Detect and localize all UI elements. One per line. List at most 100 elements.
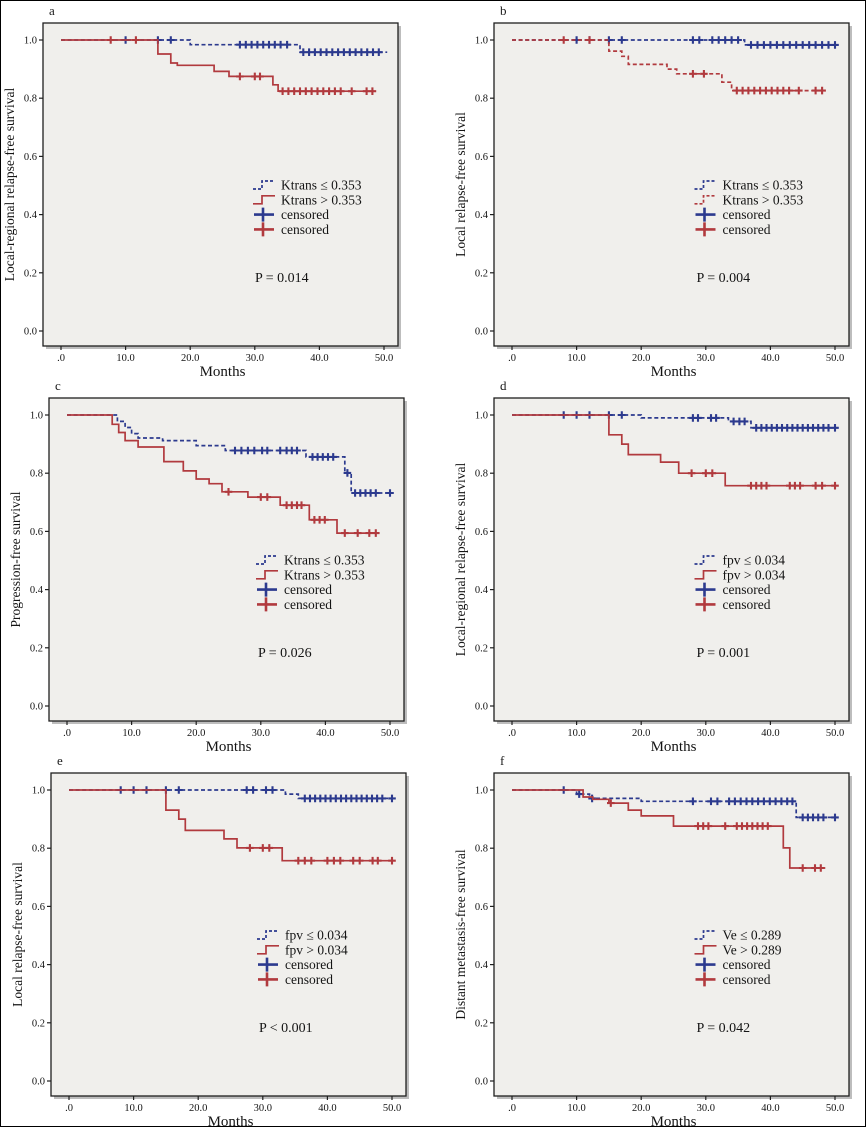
y-tick-label: 0.6 [32, 902, 45, 913]
legend-label-censored: censored [285, 957, 333, 972]
legend-label-censored: censored [284, 597, 332, 612]
y-axis-title: Local relapse-free survival [10, 862, 25, 1007]
km-chart-a: 0.0 0.2 0.4 0.6 0.8 1.0 .0 10.0 20.0 30.0 40.0 50.0… [2, 22, 401, 376]
legend-sample-line-red [253, 194, 275, 205]
y-axis-title: Local relapse-free survival [453, 112, 468, 257]
legend-label-series: Ktrans ≤ 0.353 [284, 553, 365, 568]
legend-sample-line-blue [253, 180, 275, 190]
y-tick-label: 0.6 [475, 902, 488, 913]
panel-letter-f: f [500, 753, 505, 768]
legend-sample-censored-blue [695, 207, 716, 222]
legend-sample-line-blue [256, 555, 278, 565]
y-axis-title: Local-regional relapse-free survival [453, 463, 468, 657]
legend-label-series: Ktrans > 0.353 [284, 567, 365, 582]
y-tick-label: 0.6 [475, 152, 488, 163]
legend-label-censored: censored [723, 207, 771, 222]
x-axis-title: Months [651, 1114, 697, 1126]
y-tick-label: 0.8 [32, 844, 45, 855]
legend-sample-censored-blue [258, 957, 278, 972]
legend-sample-line-blue [694, 930, 717, 940]
legend-sample-line-blue [694, 180, 717, 190]
legend-label-series: fpv ≤ 0.034 [723, 553, 786, 568]
plot-background [493, 397, 850, 722]
x-tick-label: 40.0 [318, 1103, 336, 1114]
y-tick-label: 0.2 [30, 643, 43, 654]
survival-curve-red [61, 39, 373, 93]
legend-sample-censored-blue [695, 957, 716, 972]
legend-label-censored: censored [281, 207, 329, 222]
x-tick-label: 30.0 [252, 728, 270, 739]
x-tick-label: 20.0 [187, 728, 205, 739]
y-tick-label: 1.0 [24, 36, 37, 47]
legend-sample-censored-red [695, 222, 716, 237]
p-value-label: P = 0.004 [697, 271, 751, 286]
y-tick-label: 0.2 [32, 1018, 45, 1029]
x-tick-label: 10.0 [124, 1103, 142, 1114]
legend-label-censored: censored [723, 222, 771, 237]
y-tick-label: 0.4 [32, 960, 46, 971]
legend-sample-line-red [256, 569, 278, 580]
y-axis-title: Local-regional relapse-free survival [2, 88, 17, 282]
x-tick-label: 10.0 [567, 353, 585, 364]
x-tick-label: 50.0 [826, 353, 844, 364]
x-tick-label: 40.0 [316, 728, 334, 739]
censor-marks-red [106, 36, 377, 95]
panel-b: b 0.0 0.2 0.4 0.6 0.8 1.0 .0 10.0 20.0 30.0 40.0 50… [433, 1, 865, 376]
x-tick-label: .0 [65, 1103, 73, 1114]
survival-curve-red [512, 39, 824, 92]
x-tick-label: 10.0 [567, 1103, 585, 1114]
p-value-label: P < 0.001 [259, 1021, 313, 1036]
censor-marks-red [559, 36, 826, 95]
x-tick-label: .0 [508, 1103, 516, 1114]
panel-c: c 0.0 0.2 0.4 0.6 0.8 1.0 .0 10.0 20.0 30.0 40.0 50… [1, 376, 433, 751]
x-tick-label: 50.0 [381, 728, 399, 739]
censor-marks-blue [572, 36, 839, 49]
legend-sample-line-blue [257, 930, 279, 940]
x-tick-label: 50.0 [383, 1103, 401, 1114]
p-value-label: P = 0.014 [255, 271, 309, 286]
y-tick-label: 0.2 [475, 643, 488, 654]
panel-f: f 0.0 0.2 0.4 0.6 0.8 1.0 .0 10.0 20.0 30.0 40.0 50… [433, 751, 865, 1126]
y-tick-label: 0.4 [475, 960, 489, 971]
p-value-label: P = 0.026 [258, 646, 312, 661]
y-tick-label: 1.0 [475, 36, 488, 47]
legend-sample-censored-blue [695, 582, 716, 597]
censor-marks-red [607, 799, 825, 872]
plot-background [493, 772, 850, 1097]
y-tick-label: 0.4 [475, 585, 489, 596]
x-tick-label: 40.0 [761, 353, 779, 364]
x-tick-label: 20.0 [632, 1103, 650, 1114]
y-tick-label: 0.6 [30, 527, 43, 538]
km-chart-d: 0.0 0.2 0.4 0.6 0.8 1.0 .0 10.0 20.0 30.0 40.0 50.0… [453, 397, 852, 751]
legend-sample-line-red [257, 944, 279, 955]
survival-curve-blue [67, 414, 392, 494]
km-chart-f: 0.0 0.2 0.4 0.6 0.8 1.0 .0 10.0 20.0 30.0 40.0 50.0… [453, 772, 852, 1126]
panel-d: d 0.0 0.2 0.4 0.6 0.8 1.0 .0 10.0 20.0 30.0 40.0 50… [433, 376, 865, 751]
x-tick-label: 20.0 [181, 353, 199, 364]
legend-label-series: fpv > 0.034 [723, 567, 786, 582]
legend-label-censored: censored [284, 582, 332, 597]
x-tick-label: 50.0 [826, 728, 844, 739]
x-tick-label: .0 [508, 728, 516, 739]
y-tick-label: 0.8 [475, 844, 488, 855]
legend-sample-censored-blue [257, 582, 277, 597]
x-axis-title: Months [651, 739, 697, 751]
survival-curve-red [512, 414, 837, 487]
legend-sample-line-red [694, 194, 717, 205]
x-tick-label: 30.0 [697, 1103, 715, 1114]
y-tick-label: 0.8 [475, 469, 488, 480]
legend-label-censored: censored [281, 222, 329, 237]
y-axis-title: Progression-free survival [8, 491, 23, 627]
x-tick-label: 40.0 [761, 728, 779, 739]
y-tick-label: 0.4 [475, 210, 489, 221]
x-tick-label: 10.0 [116, 353, 134, 364]
legend-label-series: Ktrans > 0.353 [723, 192, 804, 207]
km-chart-b: 0.0 0.2 0.4 0.6 0.8 1.0 .0 10.0 20.0 30.0 40.0 50.0… [453, 22, 852, 376]
x-axis-title: Months [651, 364, 697, 376]
x-tick-label: 20.0 [632, 728, 650, 739]
km-chart-c: 0.0 0.2 0.4 0.6 0.8 1.0 .0 10.0 20.0 30.0 40.0 50.0… [8, 397, 407, 751]
y-tick-label: 0.0 [24, 327, 37, 338]
plot-background [48, 397, 405, 722]
survival-curve-red [69, 789, 394, 862]
x-tick-label: 30.0 [246, 353, 264, 364]
